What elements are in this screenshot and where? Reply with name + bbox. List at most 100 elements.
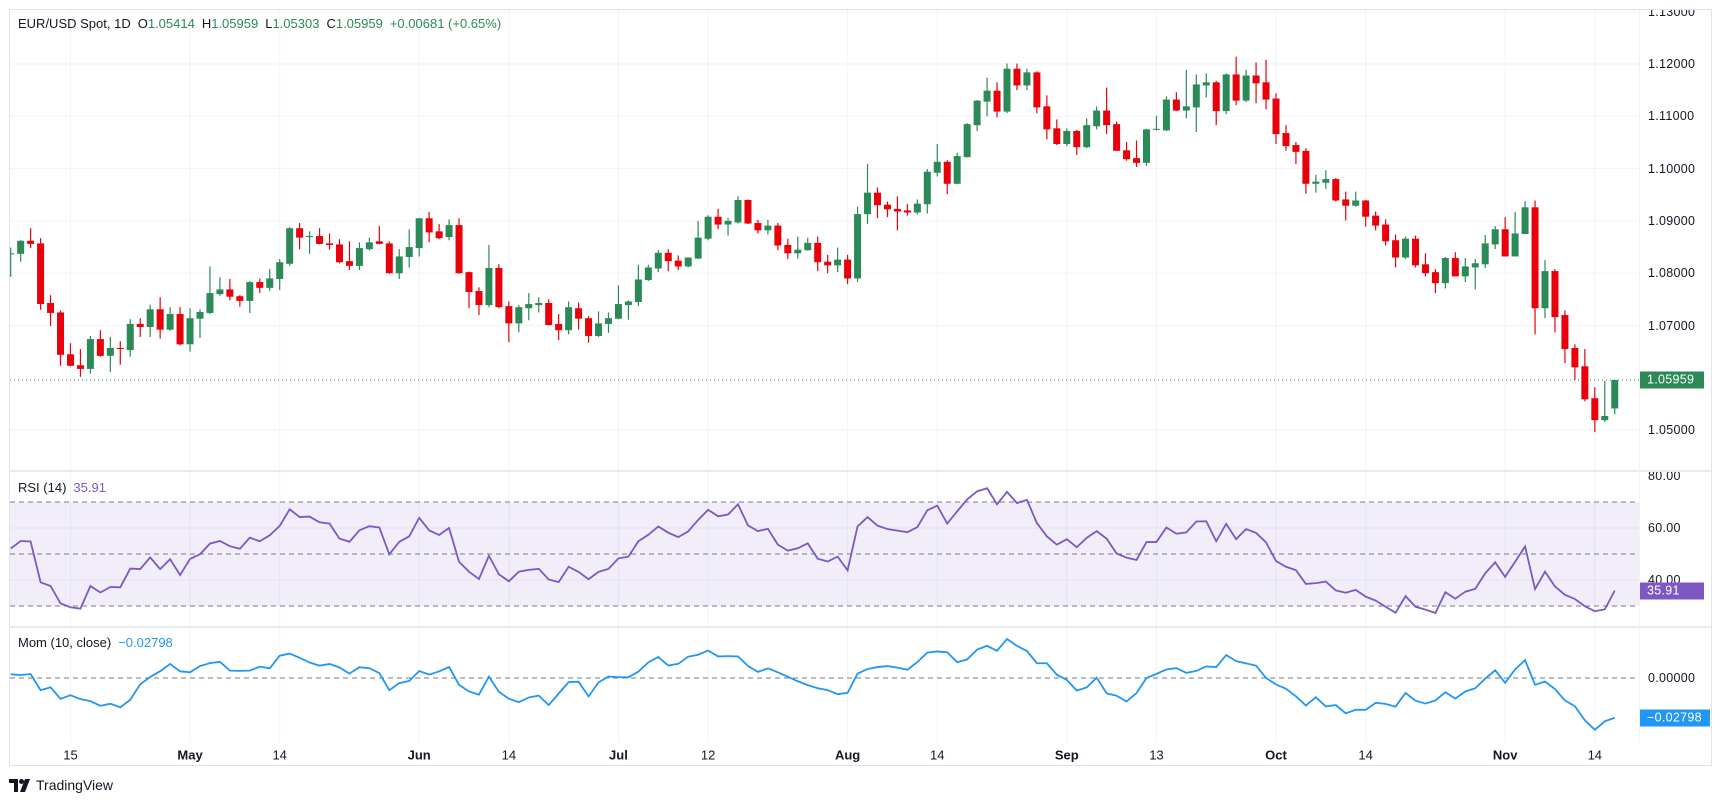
candle-body bbox=[664, 252, 672, 262]
candle-body bbox=[1332, 179, 1340, 201]
price-axis[interactable]: 1.13000 1.12000 1.11000 1.10000 1.09000 1.080… bbox=[1640, 10, 1712, 471]
candle-body bbox=[1342, 199, 1350, 206]
candle bbox=[893, 196, 901, 231]
candle-body bbox=[1073, 130, 1081, 148]
candle bbox=[335, 239, 343, 264]
candle-body bbox=[1003, 68, 1011, 112]
candle-body bbox=[27, 240, 35, 244]
candle-body bbox=[126, 323, 134, 351]
candle bbox=[395, 249, 403, 279]
candle bbox=[933, 144, 941, 177]
time-axis-label: 12 bbox=[700, 747, 716, 763]
candle-body bbox=[1182, 106, 1190, 111]
candle bbox=[1013, 63, 1021, 91]
candle-body bbox=[1382, 224, 1390, 242]
candle-body bbox=[1481, 243, 1489, 265]
close-value: 1.05959 bbox=[335, 16, 383, 31]
candle bbox=[814, 236, 822, 272]
time-axis-label: Nov bbox=[1492, 747, 1518, 763]
candle-body bbox=[794, 249, 802, 254]
candle bbox=[1441, 256, 1449, 289]
candle-body bbox=[316, 236, 324, 244]
candle bbox=[1073, 129, 1081, 156]
candle-body bbox=[1541, 271, 1549, 309]
candle-body bbox=[953, 156, 961, 184]
candle-body bbox=[545, 303, 553, 325]
mom-label[interactable]: Mom (10, close) bbox=[18, 635, 112, 650]
candle bbox=[1282, 125, 1290, 151]
candle-body bbox=[37, 243, 45, 305]
candle-body bbox=[236, 296, 244, 301]
tradingview-logo[interactable]: TradingView bbox=[9, 777, 113, 793]
candle-body bbox=[66, 354, 74, 366]
price-tick-label: 1.11000 bbox=[1648, 109, 1695, 124]
candle bbox=[883, 201, 891, 218]
candle-body bbox=[455, 225, 463, 274]
candle bbox=[405, 229, 413, 268]
candle bbox=[355, 242, 363, 271]
rsi-axis[interactable]: 80.00 60.00 40.00 35.91 bbox=[1640, 472, 1712, 627]
candle bbox=[1392, 234, 1400, 268]
candle-body bbox=[1501, 229, 1509, 257]
time-axis-label: 14 bbox=[501, 747, 517, 763]
candle bbox=[1531, 200, 1539, 335]
candle-body bbox=[983, 90, 991, 102]
candle bbox=[684, 257, 692, 268]
candle-body bbox=[714, 216, 722, 225]
candle-body bbox=[1322, 179, 1330, 183]
candle-body bbox=[993, 90, 1001, 112]
candle bbox=[774, 222, 782, 251]
candle-body bbox=[1162, 99, 1170, 131]
candle bbox=[1033, 71, 1041, 114]
candle bbox=[1232, 56, 1240, 106]
candle-body bbox=[1093, 110, 1101, 127]
candle-body bbox=[1232, 74, 1240, 101]
candle bbox=[983, 77, 991, 117]
candle-body bbox=[943, 161, 951, 184]
candle-body bbox=[1083, 125, 1091, 148]
rsi-label[interactable]: RSI (14) bbox=[18, 480, 67, 495]
candle bbox=[704, 215, 712, 241]
candle bbox=[296, 222, 304, 250]
candle-body bbox=[1392, 240, 1400, 258]
candle-body bbox=[515, 307, 523, 324]
price-tick-label: 1.09000 bbox=[1648, 213, 1696, 228]
candle bbox=[515, 305, 523, 333]
low-value: 1.05303 bbox=[272, 16, 320, 31]
candle bbox=[943, 160, 951, 195]
candle bbox=[106, 337, 114, 373]
candle-body bbox=[1491, 229, 1499, 245]
candle bbox=[654, 250, 662, 273]
candle bbox=[156, 297, 164, 339]
chart-frame bbox=[9, 9, 1712, 766]
candle bbox=[365, 237, 373, 251]
candle-body bbox=[1362, 200, 1370, 217]
candle-body bbox=[555, 323, 563, 331]
rsi-tick-label: 60.00 bbox=[1648, 521, 1681, 535]
time-axis-label: 14 bbox=[1358, 747, 1373, 763]
candle-body bbox=[1411, 238, 1419, 266]
symbol-title[interactable]: EUR/USD Spot, 1D bbox=[18, 16, 131, 31]
candle-body bbox=[405, 247, 413, 257]
candle-body bbox=[1292, 145, 1300, 152]
candle bbox=[286, 227, 294, 266]
pane-separators bbox=[10, 10, 1712, 742]
candle-body bbox=[345, 261, 353, 266]
candle bbox=[1142, 128, 1150, 166]
candle bbox=[415, 217, 423, 257]
candle-body bbox=[1421, 264, 1429, 274]
candle-body bbox=[1591, 398, 1599, 421]
momentum-axis[interactable]: 0.00000 −0.02798 bbox=[1640, 628, 1712, 742]
candle bbox=[1152, 115, 1160, 131]
candle bbox=[1003, 63, 1011, 114]
candle-body bbox=[1611, 379, 1619, 409]
candle-body bbox=[883, 204, 891, 210]
candle bbox=[575, 302, 583, 330]
candle-body bbox=[136, 323, 144, 328]
candle-body bbox=[375, 241, 383, 244]
candle-body bbox=[1123, 150, 1131, 160]
mom-tick-label: 0.00000 bbox=[1648, 671, 1696, 685]
candle bbox=[1511, 212, 1519, 257]
time-axis-label: May bbox=[177, 747, 203, 763]
